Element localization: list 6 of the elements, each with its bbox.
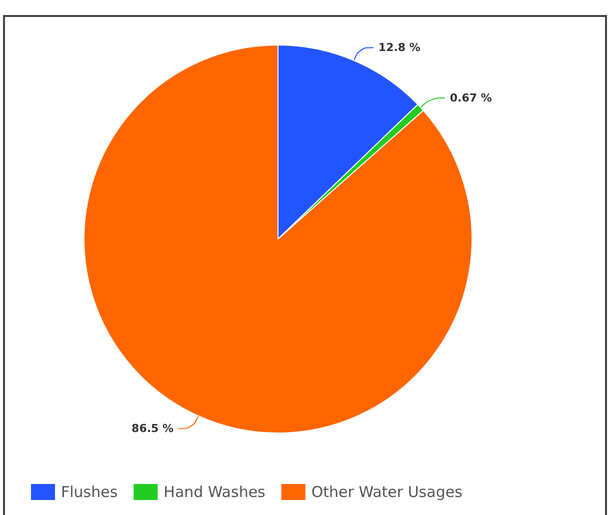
data-label: 0.67 % — [450, 91, 492, 104]
legend-label: Flushes — [61, 483, 118, 501]
data-label: 12.8 % — [378, 41, 420, 54]
data-label: 86.5 % — [132, 422, 174, 436]
legend-label: Other Water Usages — [311, 483, 463, 501]
legend-label: Hand Washes — [164, 483, 266, 501]
